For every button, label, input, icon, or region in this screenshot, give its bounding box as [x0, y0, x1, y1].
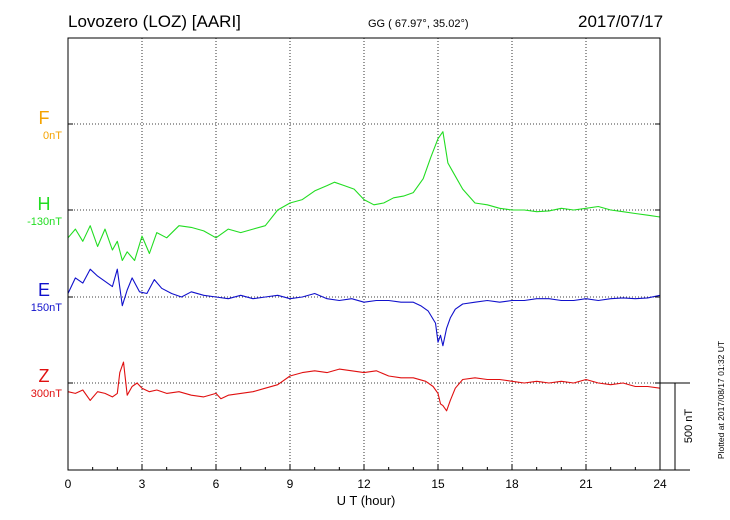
x-tick-label-9: 9 — [287, 477, 294, 491]
channel-name-F: F — [39, 108, 50, 128]
channel-baseline-value-E: 150nT — [31, 302, 62, 314]
plotted-timestamp: Plotted at 2017/08/17 01:32 UT — [716, 341, 726, 459]
channel-name-H: H — [38, 194, 51, 214]
x-tick-label-15: 15 — [431, 477, 445, 491]
series-line-E — [67, 268, 661, 347]
series-line-Z — [67, 361, 661, 412]
channel-baseline-value-Z: 300nT — [31, 388, 62, 400]
x-tick-label-21: 21 — [579, 477, 593, 491]
x-axis-ticks: 0 3 6 9 12 15 18 21 24 — [65, 123, 667, 491]
date-label: 2017/07/17 — [578, 12, 663, 31]
scale-bar-label: 500 nT — [683, 409, 695, 444]
grid-lines — [141, 38, 587, 470]
channel-name-Z: Z — [39, 366, 50, 386]
channel-baseline-value-F: 0nT — [43, 130, 62, 142]
x-tick-label-3: 3 — [139, 477, 146, 491]
x-tick-label-24: 24 — [653, 477, 667, 491]
channel-name-E: E — [38, 280, 50, 300]
series-lines — [67, 131, 661, 412]
scale-bar: 500 nT — [660, 382, 695, 471]
x-tick-label-0: 0 — [65, 477, 72, 491]
channel-labels: F 0nT H -130nT E 150nT Z 300nT — [27, 108, 62, 400]
x-axis-label: U T (hour) — [337, 493, 396, 508]
x-tick-label-6: 6 — [213, 477, 220, 491]
coordinates-label: GG ( 67.97°, 35.02°) — [368, 18, 469, 30]
series-line-H — [67, 131, 661, 262]
station-title: Lovozero (LOZ) [AARI] — [68, 12, 241, 31]
channel-baseline-value-H: -130nT — [27, 216, 62, 228]
x-tick-label-12: 12 — [357, 477, 371, 491]
x-tick-label-18: 18 — [505, 477, 519, 491]
